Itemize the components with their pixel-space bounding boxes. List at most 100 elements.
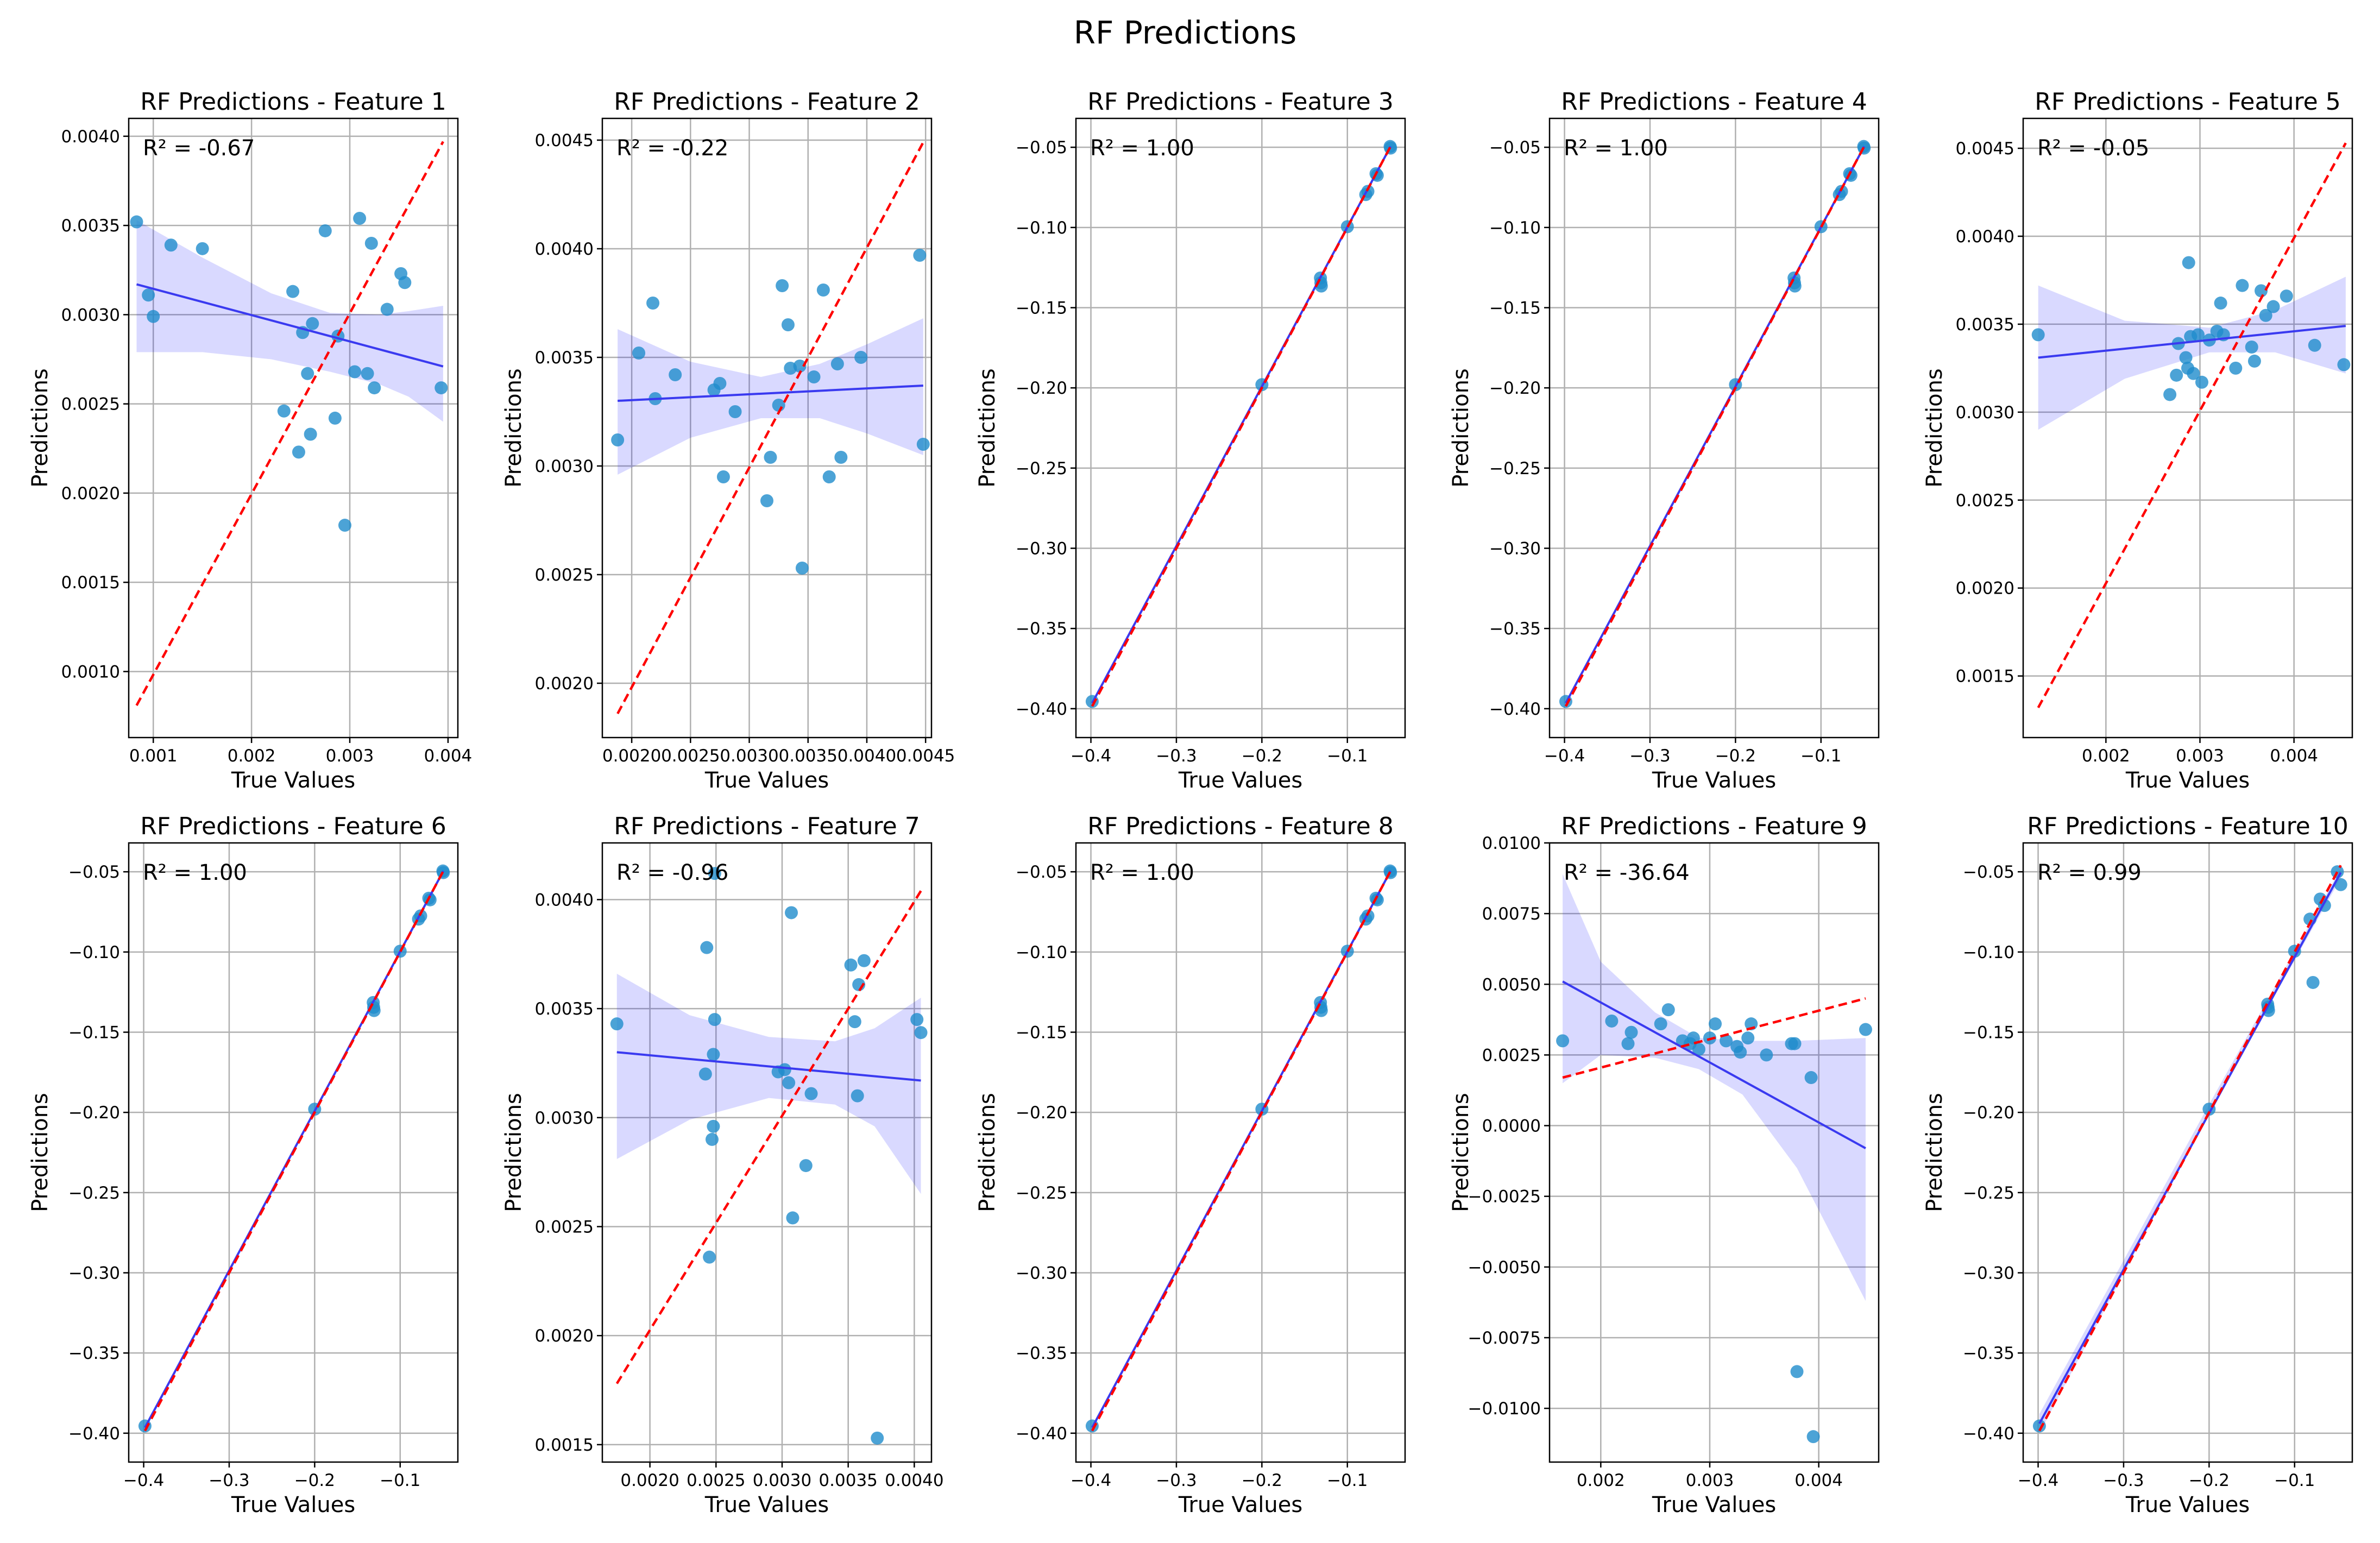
y-tick-label: 0.0045 [1956,139,2014,159]
data-point [1790,1365,1804,1378]
y-tick-label: 0.0025 [535,565,594,585]
data-point [364,236,378,250]
y-tick-label: 0.0075 [1482,904,1541,924]
data-point [781,318,795,331]
y-tick-label: 0.0015 [535,1435,594,1455]
axes-frame [601,117,933,739]
data-point [328,411,342,425]
data-point [2214,297,2227,310]
y-tick-label: −0.10 [1963,943,2014,962]
y-tick-label: −0.40 [68,1424,120,1444]
ideal-line [1091,870,1392,1432]
y-tick-label: −0.0075 [1468,1328,1541,1348]
y-tick-label: −0.35 [1489,619,1541,639]
x-axis-label: True Values [704,768,829,793]
r2-annotation: R² = 1.00 [1090,136,1194,161]
data-point [2247,354,2261,368]
data-point [646,297,660,310]
data-point [2334,878,2347,891]
x-tick-label: 0.0035 [779,746,838,766]
x-tick-label: 0.0020 [620,1471,679,1490]
y-tick-label: −0.25 [1016,1183,1067,1203]
confidence-band [616,973,921,1194]
subplot-title: RF Predictions - Feature 1 [140,88,446,116]
x-tick-label: 0.0045 [896,746,955,766]
subplot-feature-9: 0.002 0.003 0.004 −0.0100 −0.0075 −0.0050 −0.0… [1449,813,1880,1517]
r2-annotation: R² = -36.64 [1564,860,1690,885]
y-tick-label: −0.15 [1016,298,1067,318]
y-tick-label: 0.0000 [1482,1117,1541,1136]
x-tick-label: −0.3 [1156,1471,1197,1490]
data-point [708,867,721,880]
data-point [1859,1023,1872,1036]
data-point [1720,1034,1733,1048]
x-tick-label: 0.004 [1795,1471,1843,1490]
data-point [2163,388,2177,401]
y-tick-label: 0.0020 [1956,579,2014,599]
x-tick-label: −0.3 [209,1471,249,1490]
data-point [713,377,727,390]
data-point [2245,341,2258,354]
y-axis-label: Predictions [28,1093,53,1212]
data-point [913,249,927,262]
data-point [380,303,394,316]
data-point [910,1013,924,1026]
y-tick-label: −0.20 [68,1103,120,1123]
data-point [2170,368,2183,382]
subplot-title: RF Predictions - Feature 9 [1561,813,1867,840]
y-tick-label: 0.0025 [535,1217,594,1237]
subplot-grid: 0.001 0.002 0.003 0.0040.00100.00150.00200.… [28,88,2353,1517]
data-point [1741,1031,1755,1045]
data-point [700,941,714,954]
x-tick-label: −0.1 [1327,1471,1368,1490]
data-point [2192,328,2205,342]
x-tick-label: 0.003 [2176,746,2224,766]
y-tick-label: 0.0050 [1482,975,1541,994]
axes-frame [128,842,459,1463]
data-point [196,242,209,255]
axes-frame [2022,842,2353,1463]
y-tick-label: 0.0035 [535,999,594,1019]
x-tick-label: 0.002 [228,746,276,766]
plot-area [610,867,928,1445]
data-point [804,1087,818,1100]
ideal-line [615,890,922,1384]
data-point [1804,1071,1818,1085]
x-axis-label: True Values [1652,768,1776,793]
x-tick-label: 0.003 [326,746,374,766]
data-point [764,451,777,464]
subplot-title: RF Predictions - Feature 7 [614,813,920,840]
x-tick-label: −0.3 [2103,1471,2144,1490]
x-tick-label: 0.0040 [838,746,896,766]
data-point [698,1067,712,1081]
x-tick-label: 0.0035 [818,1471,877,1490]
x-axis-label: True Values [231,768,355,793]
plot-area [138,864,450,1433]
data-point [2337,358,2351,371]
subplot-title: RF Predictions - Feature 10 [2027,813,2348,840]
data-point [1788,1037,1802,1050]
subplot-title: RF Predictions - Feature 5 [2035,88,2340,116]
data-point [795,562,809,575]
data-point [728,405,742,418]
ideal-line [2037,142,2347,709]
axes-frame [1548,117,1880,739]
y-axis-label: Predictions [501,368,526,488]
figure-title: RF Predictions [1074,14,1296,51]
y-tick-label: 0.0040 [535,890,594,910]
axes-frame [128,117,459,739]
data-point [844,958,858,972]
y-axis-label: Predictions [1922,368,1947,488]
data-point [2195,375,2208,389]
subplot-title: RF Predictions - Feature 2 [614,88,920,116]
x-tick-label: 0.0025 [687,1471,745,1490]
r2-annotation: R² = -0.05 [2037,136,2149,161]
axes-frame [1075,117,1406,739]
data-point [1806,1430,1820,1444]
x-tick-label: −0.4 [1071,746,1111,766]
subplot-feature-3: −0.4 −0.3 −0.2 −0.1 −0.40 −0.35 −0.30 −0.25 −0.2… [975,88,1406,793]
subplot-feature-8: −0.4 −0.3 −0.2 −0.1 −0.40 −0.35 −0.30 −0.25 −0.2… [975,813,1406,1517]
data-point [916,438,930,451]
axes-frame [2022,117,2353,739]
y-tick-label: 0.0025 [61,395,120,414]
